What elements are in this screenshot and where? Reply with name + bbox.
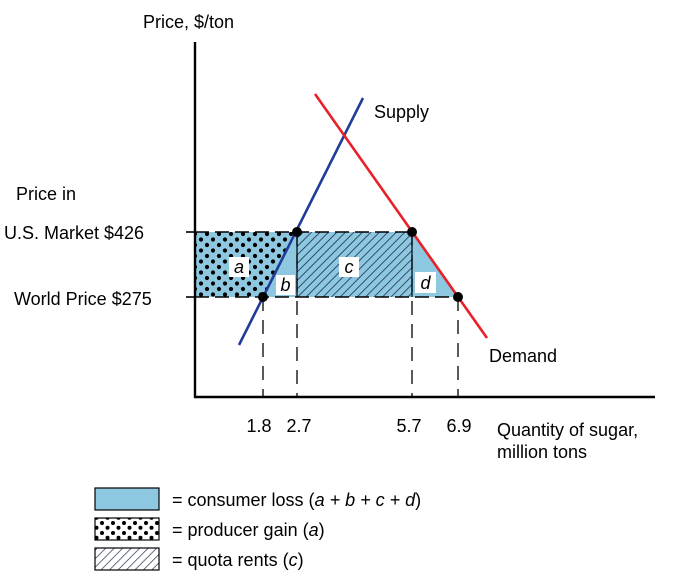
label-box-a — [229, 257, 249, 277]
point-demand-world — [453, 292, 463, 302]
label-box-b — [276, 275, 295, 295]
qty-label-2-7: 2.7 — [286, 416, 311, 436]
qty-label-6-9: 6.9 — [446, 416, 471, 436]
demand-label: Demand — [489, 346, 557, 366]
point-supply-world — [258, 292, 268, 302]
legend-swatch-consumer-loss — [94, 487, 160, 511]
legend-text-consumer-loss: = consumer loss (a + b + c + d) — [172, 490, 421, 510]
label-box-d — [415, 272, 436, 293]
legend-text-quota-rents: = quota rents (c) — [172, 550, 304, 570]
area-label-a: a — [234, 257, 244, 277]
legend-swatch-quota-rents — [94, 547, 160, 571]
price-in-heading: Price in — [16, 184, 76, 204]
label-box-c — [339, 257, 359, 277]
world-price-label: World Price $275 — [14, 289, 152, 309]
point-supply-us — [292, 227, 302, 237]
y-axis-label: Price, $/ton — [143, 12, 234, 32]
point-demand-us — [407, 227, 417, 237]
qty-label-5-7: 5.7 — [396, 416, 421, 436]
supply-label: Supply — [374, 102, 429, 122]
area-label-d: d — [420, 273, 431, 293]
x-axis-label-line1: Quantity of sugar, — [497, 420, 638, 440]
legend: = consumer loss (a + b + c + d) = produc… — [94, 487, 421, 571]
area-label-c: c — [345, 257, 354, 277]
area-label-b: b — [280, 275, 290, 295]
us-market-price-label: U.S. Market $426 — [4, 223, 144, 243]
supply-curve — [237, 97, 365, 346]
legend-swatch-producer-gain — [94, 517, 160, 541]
qty-label-1-8: 1.8 — [246, 416, 271, 436]
demand-curve — [313, 93, 489, 339]
x-axis-label-line2: million tons — [497, 442, 587, 462]
legend-text-producer-gain: = producer gain (a) — [172, 520, 325, 540]
